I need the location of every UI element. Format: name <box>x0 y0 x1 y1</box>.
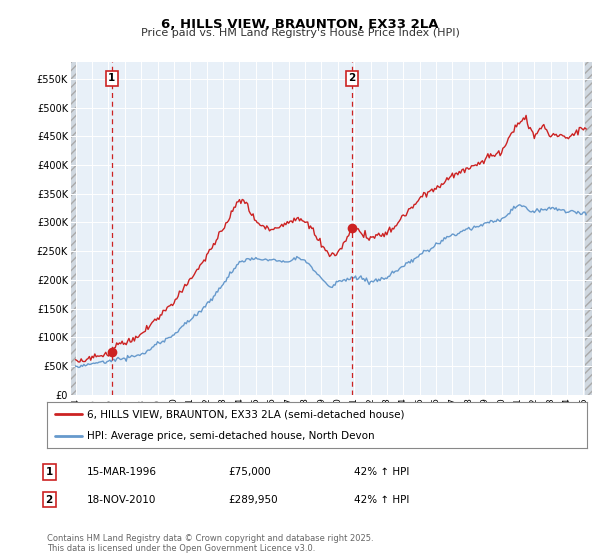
Text: 1: 1 <box>46 467 53 477</box>
Text: 42% ↑ HPI: 42% ↑ HPI <box>354 494 409 505</box>
Text: 15-MAR-1996: 15-MAR-1996 <box>87 467 157 477</box>
Text: 2: 2 <box>349 73 356 83</box>
Text: 18-NOV-2010: 18-NOV-2010 <box>87 494 157 505</box>
Bar <box>585 62 592 395</box>
Text: Price paid vs. HM Land Registry's House Price Index (HPI): Price paid vs. HM Land Registry's House … <box>140 28 460 38</box>
Text: 1: 1 <box>108 73 116 83</box>
Text: 42% ↑ HPI: 42% ↑ HPI <box>354 467 409 477</box>
Text: 6, HILLS VIEW, BRAUNTON, EX33 2LA (semi-detached house): 6, HILLS VIEW, BRAUNTON, EX33 2LA (semi-… <box>88 409 405 419</box>
Text: Contains HM Land Registry data © Crown copyright and database right 2025.
This d: Contains HM Land Registry data © Crown c… <box>47 534 373 553</box>
Text: £75,000: £75,000 <box>228 467 271 477</box>
Text: 6, HILLS VIEW, BRAUNTON, EX33 2LA: 6, HILLS VIEW, BRAUNTON, EX33 2LA <box>161 18 439 31</box>
Text: HPI: Average price, semi-detached house, North Devon: HPI: Average price, semi-detached house,… <box>88 431 375 441</box>
Text: 2: 2 <box>46 494 53 505</box>
Text: £289,950: £289,950 <box>228 494 278 505</box>
Bar <box>71 62 77 395</box>
